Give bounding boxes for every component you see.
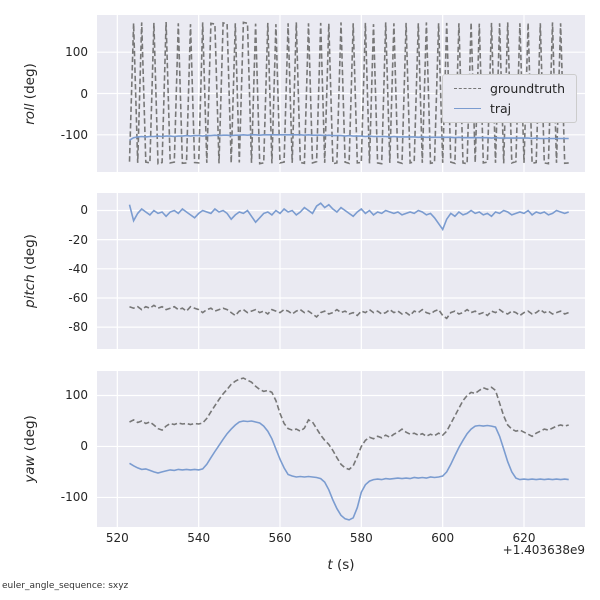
- legend-label-traj: traj: [489, 101, 512, 116]
- x-axis-offset: +1.403638e9: [502, 543, 585, 557]
- y-tick-label: -100: [60, 127, 88, 142]
- x-tick-label: 560: [268, 531, 292, 545]
- pitch-traj-line: [128, 202, 569, 232]
- legend: groundtruth traj: [441, 74, 577, 123]
- y-tick-label: -20: [68, 232, 88, 247]
- yaw-traj-line: [129, 420, 569, 521]
- pitch-plot: [97, 193, 585, 349]
- yaw-groundtruth-line: [129, 377, 569, 471]
- y-tick-label: -80: [68, 320, 88, 335]
- y-tick-label: -40: [68, 261, 88, 276]
- pitch-ytick-labels: 0 -20 -40 -60 -80: [0, 193, 88, 349]
- y-tick-label: 0: [80, 86, 88, 101]
- pitch-groundtruth-line: [129, 304, 569, 320]
- x-axis-label-unit: (s): [332, 557, 355, 573]
- x-tick-label: 600: [431, 531, 455, 545]
- legend-item-traj: traj: [453, 101, 565, 116]
- roll-ytick-labels: 100 0 -100: [0, 15, 88, 172]
- euler-sequence-annotation: euler_angle_sequence: sxyz: [2, 581, 129, 591]
- groundtruth-line-sample: [453, 88, 481, 89]
- y-tick-label: 100: [65, 388, 88, 403]
- x-tick-label: 520: [105, 531, 129, 545]
- roll-traj-line: [129, 133, 569, 141]
- x-tick-label: 580: [349, 531, 373, 545]
- y-tick-label: 100: [65, 45, 88, 60]
- x-axis-label: t (s): [97, 557, 585, 573]
- yaw-ytick-labels: 100 0 -100: [0, 371, 88, 527]
- roll-groundtruth-line: [128, 21, 569, 165]
- x-tick-labels: 520 540 560 580 600 620: [97, 531, 585, 547]
- y-tick-label: -60: [68, 290, 88, 305]
- x-tick-label: 540: [187, 531, 211, 545]
- legend-label-groundtruth: groundtruth: [489, 81, 565, 96]
- x-axis-label-var: t: [327, 557, 333, 573]
- y-tick-label: 0: [80, 439, 88, 454]
- traj-line-sample: [453, 108, 481, 109]
- y-tick-label: -100: [60, 490, 88, 505]
- x-tick-label: 620: [512, 531, 536, 545]
- y-tick-label: 0: [80, 203, 88, 218]
- yaw-plot: [97, 371, 585, 527]
- legend-item-groundtruth: groundtruth: [453, 81, 565, 96]
